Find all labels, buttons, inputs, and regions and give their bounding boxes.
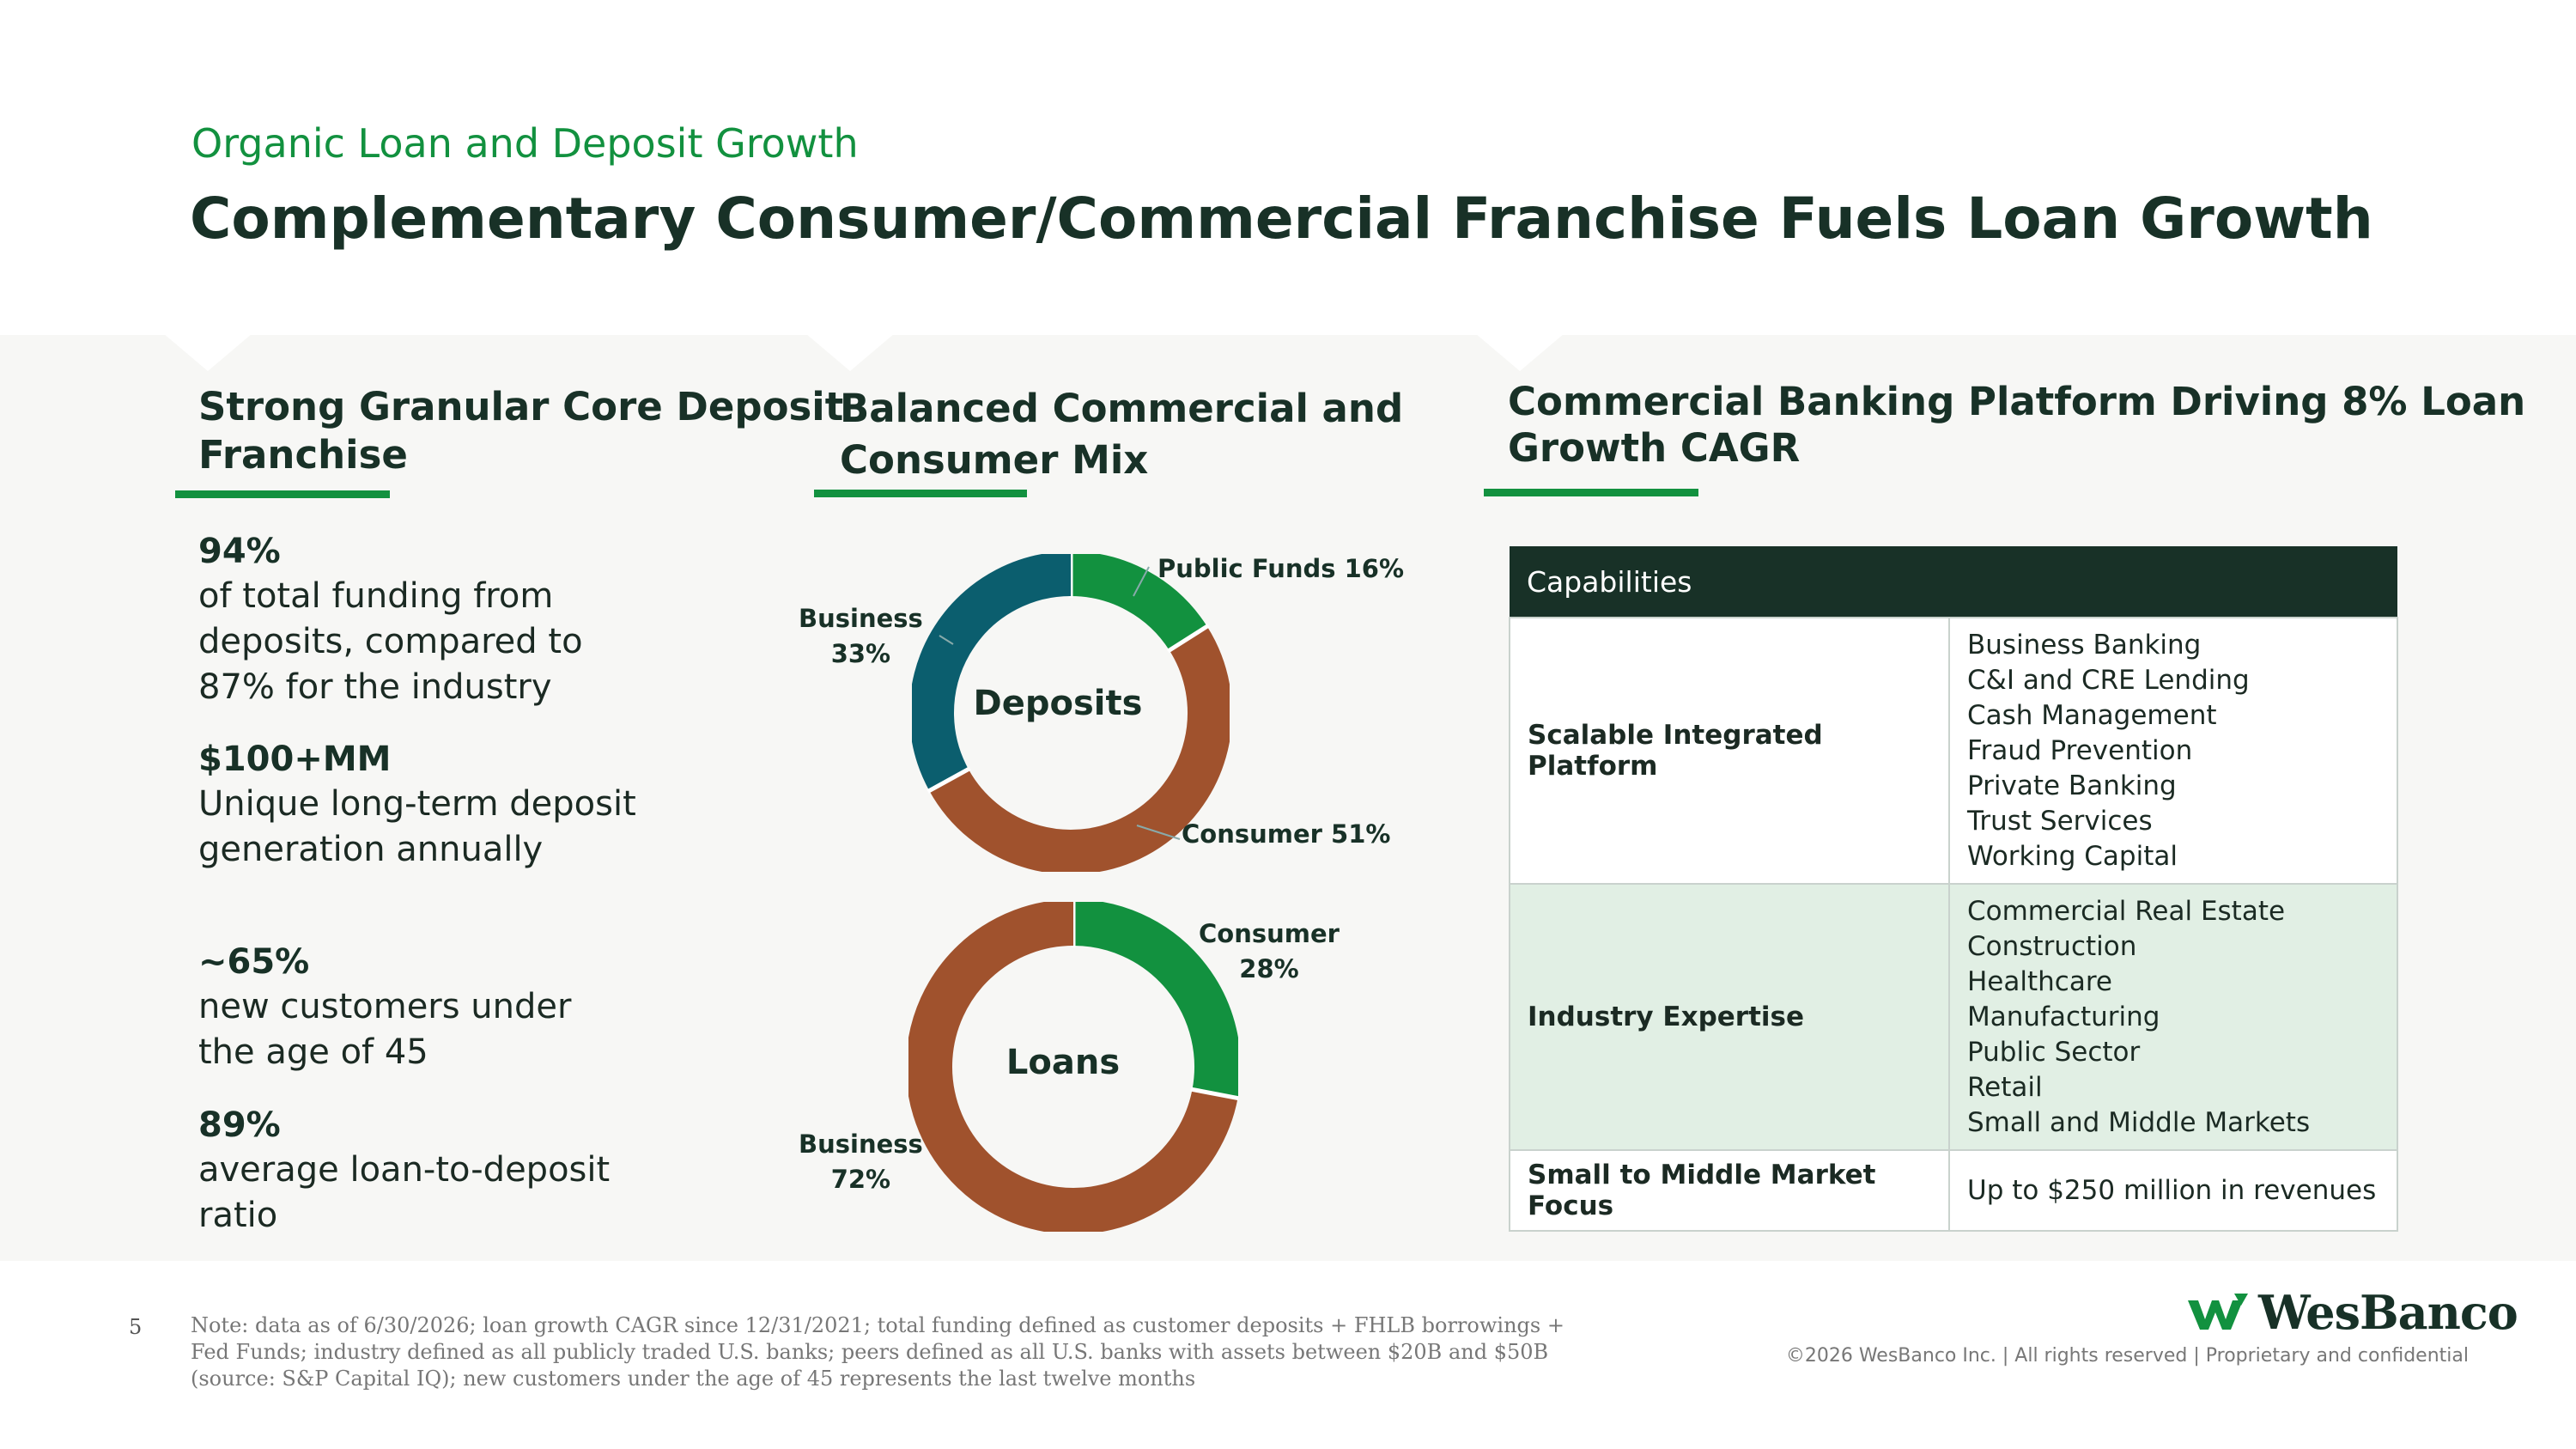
slice-separator: [1166, 624, 1210, 654]
col1-heading-line1: Strong Granular Core Deposit: [198, 384, 844, 429]
deposits-center-label: Deposits: [973, 684, 1143, 723]
list-item: Private Banking: [1967, 770, 2177, 801]
page-title: Complementary Consumer/Commercial Franch…: [190, 186, 2373, 252]
column-notch: [805, 333, 895, 371]
capabilities-table: Capabilities Scalable Integrated Platfor…: [1509, 546, 2398, 1232]
slice-separator: [1190, 1087, 1238, 1101]
col3-heading-line2: Growth CAGR: [1508, 425, 1801, 471]
donut-slice-business: [912, 554, 1072, 791]
deposits-label-consumer: Consumer 51%: [1182, 819, 1391, 849]
stat-value: 94%: [198, 532, 281, 571]
slice-separator: [927, 766, 971, 794]
list-item: Up to $250 million in revenues: [1967, 1174, 2377, 1206]
loans-label-consumer: Consumer 28%: [1199, 919, 1340, 983]
deposits-label-business: Business 33%: [799, 604, 923, 668]
donut-slice-public-funds: [1070, 554, 1207, 651]
leader-line: [939, 635, 954, 645]
logo-mark-icon: [2188, 1294, 2248, 1330]
deposits-label-public-funds: Public Funds 16%: [1157, 554, 1405, 583]
stat-text: new customers under the age of 45: [198, 987, 572, 1072]
list-item: Trust Services: [1967, 805, 2153, 837]
loans-label-business: Business 72%: [799, 1129, 923, 1194]
table-row: Small to Middle Market Focus Up to $250 …: [1509, 1149, 2398, 1232]
row-key: Industry Expertise: [1509, 883, 1950, 1151]
list-item: Retail: [1967, 1071, 2043, 1103]
list-item: Business Banking: [1967, 629, 2202, 661]
list-item: Healthcare: [1967, 965, 2112, 997]
col3-heading: Commercial Banking Platform Driving 8% L…: [1508, 379, 2525, 472]
col1-heading: Strong Granular Core Deposit Franchise: [198, 383, 843, 479]
col3-heading-line1: Commercial Banking Platform Driving 8% L…: [1508, 379, 2526, 424]
row-key: Scalable Integrated Platform: [1509, 617, 1950, 885]
logo-text: WesBanco: [2258, 1285, 2518, 1340]
col2-heading: Balanced Commercial and Consumer Mix: [840, 383, 1403, 486]
stat-value: $100+MM: [198, 740, 392, 779]
col3-rule: [1484, 489, 1698, 496]
donut-svg: [908, 902, 1238, 1232]
list-item: Public Sector: [1967, 1036, 2141, 1068]
list-item: Working Capital: [1967, 840, 2178, 872]
list-item: Manufacturing: [1967, 1001, 2160, 1032]
row-key: Small to Middle Market Focus: [1509, 1149, 1950, 1232]
list-item: Small and Middle Markets: [1967, 1106, 2311, 1138]
list-item: Construction: [1967, 930, 2137, 962]
leader-line: [1136, 825, 1181, 840]
footnote: Note: data as of 6/30/2026; loan growth …: [191, 1313, 1564, 1391]
stat-item: $100+MM Unique long-term deposit generat…: [198, 737, 645, 873]
loans-center-label: Loans: [1005, 1043, 1121, 1082]
leader-line: [1133, 566, 1150, 597]
column-notch: [1475, 333, 1564, 371]
col2-heading-line2: Consumer Mix: [840, 437, 1149, 483]
col2-heading-line1: Balanced Commercial and: [840, 386, 1404, 431]
col2-rule: [814, 490, 1027, 497]
loans-donut-chart: [908, 902, 1238, 1232]
stat-value: ~65%: [198, 942, 310, 982]
section-subtitle: Organic Loan and Deposit Growth: [191, 120, 859, 167]
stat-item: ~65% new customers under the age of 45: [198, 940, 602, 1075]
copyright: ©2026 WesBanco Inc. | All rights reserve…: [1785, 1345, 2469, 1367]
stat-item: 89% average loan-to-deposit ratio: [198, 1103, 645, 1239]
donut-slice-business: [908, 902, 1238, 1232]
page-number: 5: [129, 1315, 143, 1339]
table-row: Industry Expertise Commercial Real Estat…: [1509, 883, 2398, 1151]
stat-text: Unique long-term deposit generation annu…: [198, 784, 636, 869]
table-row: Scalable Integrated Platform Business Ba…: [1509, 617, 2398, 885]
stat-text: of total funding from deposits, compared…: [198, 576, 583, 707]
list-item: C&I and CRE Lending: [1967, 664, 2250, 696]
stat-text: average loan-to-deposit ratio: [198, 1150, 611, 1235]
donut-slice-consumer: [929, 626, 1230, 872]
table-header: Capabilities: [1510, 546, 2397, 618]
col1-heading-line2: Franchise: [198, 432, 408, 478]
row-items: Up to $250 million in revenues: [1948, 1149, 2398, 1232]
wesbanco-logo: WesBanco: [2188, 1285, 2518, 1340]
donut-slice-consumer: [1072, 902, 1238, 1099]
list-item: Cash Management: [1967, 699, 2217, 731]
stat-item: 94% of total funding from deposits, comp…: [198, 529, 645, 710]
col1-rule: [175, 490, 390, 498]
row-items: Business Banking C&I and CRE Lending Cas…: [1948, 617, 2398, 885]
column-notch: [163, 333, 252, 371]
stat-value: 89%: [198, 1105, 281, 1145]
list-item: Commercial Real Estate: [1967, 895, 2286, 927]
list-item: Fraud Prevention: [1967, 734, 2193, 766]
row-items: Commercial Real Estate Construction Heal…: [1948, 883, 2398, 1151]
